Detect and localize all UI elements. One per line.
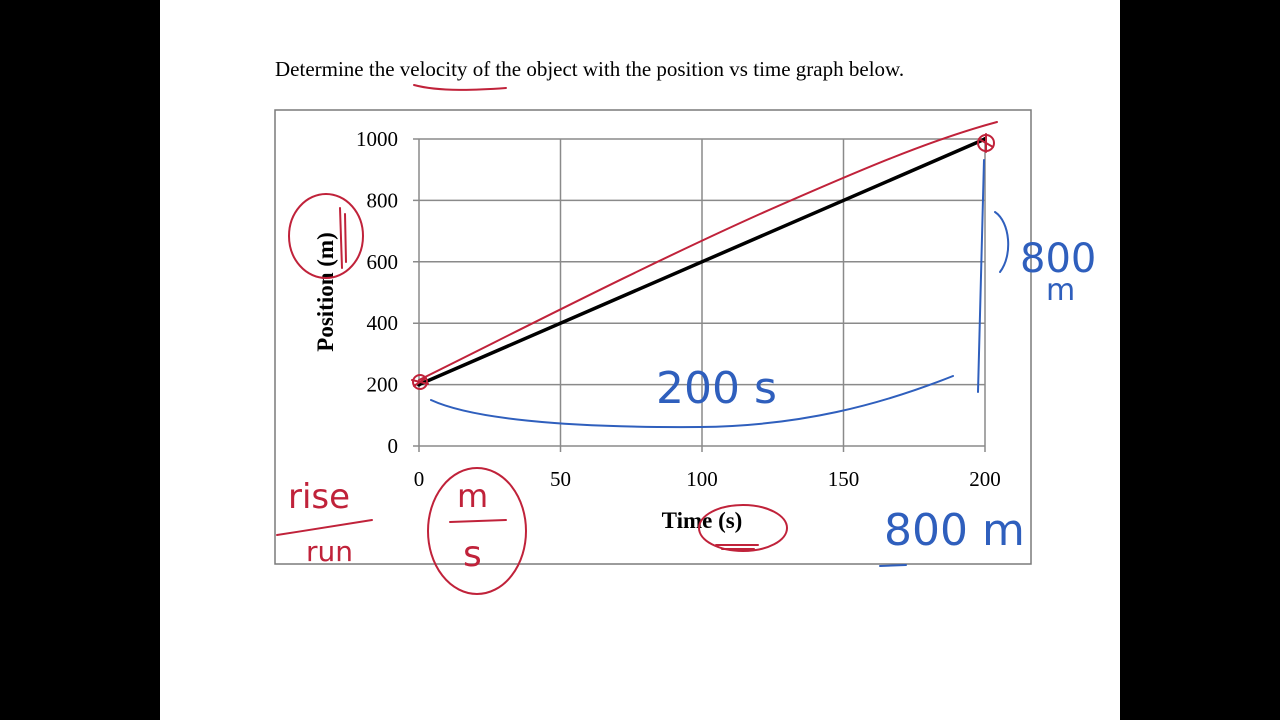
question-keyword: velocity: [399, 57, 468, 81]
y-tick-label-0: 0: [388, 434, 399, 458]
time-unit-shading: [715, 544, 759, 550]
y-tick-label-800: 800: [367, 188, 399, 212]
rise-bracket: [994, 211, 1010, 273]
rise-result-underline: [879, 564, 907, 567]
slope-trace-line: [418, 121, 998, 381]
grid-layer: [413, 138, 986, 452]
rise-value-label: 800: [1020, 236, 1096, 282]
units-circle: [427, 467, 527, 595]
rise-label: rise: [288, 477, 350, 517]
tick-labels: 0 200 400 600 800 1000 0 50 100 150 200: [356, 127, 1001, 491]
units-denominator: s: [463, 534, 482, 575]
x-tick-label-150: 150: [828, 467, 860, 491]
run-value-label: 200 s: [656, 363, 777, 414]
units-numerator: m: [457, 477, 488, 515]
position-unit-circle: [288, 193, 364, 279]
chart-frame: [274, 109, 1032, 565]
x-tick-label-200: 200: [969, 467, 1001, 491]
x-tick-label-0: 0: [414, 467, 425, 491]
fraction-bar-rise-run: [276, 519, 373, 536]
x-tick-label-100: 100: [686, 467, 718, 491]
red-ink-annotations: rise run m s: [276, 84, 998, 595]
rise-result-label: 800 m: [884, 505, 1025, 556]
rise-unit-label: m: [1046, 273, 1075, 308]
time-unit-circle: [698, 504, 788, 552]
x-tick-label-50: 50: [550, 467, 571, 491]
velocity-underline: [413, 84, 507, 91]
y-tick-label-400: 400: [367, 311, 399, 335]
series-line-0: [417, 137, 987, 387]
units-fraction-bar: [449, 519, 507, 523]
y-axis-title: Position (m): [313, 232, 338, 351]
y-tick-label-1000: 1000: [356, 127, 398, 151]
position-unit-shading: [339, 207, 347, 269]
slide-page: Determine the velocity of the object wit…: [160, 0, 1120, 720]
y-tick-label-200: 200: [367, 373, 399, 397]
end-point-mark: [978, 133, 994, 153]
question-suffix: of the object with the position vs time …: [467, 57, 905, 81]
start-point-circle: [412, 374, 428, 390]
rise-vertical-guide: [977, 159, 985, 393]
question-prefix: Determine the: [275, 57, 400, 81]
y-tick-label-600: 600: [367, 250, 399, 274]
run-label: run: [306, 535, 353, 568]
question-text: Determine the velocity of the object wit…: [275, 57, 904, 82]
blue-ink-annotations: 200 s 800 m 800 m: [430, 159, 1096, 567]
run-brace: [430, 375, 954, 429]
start-point-mark: [411, 377, 429, 387]
